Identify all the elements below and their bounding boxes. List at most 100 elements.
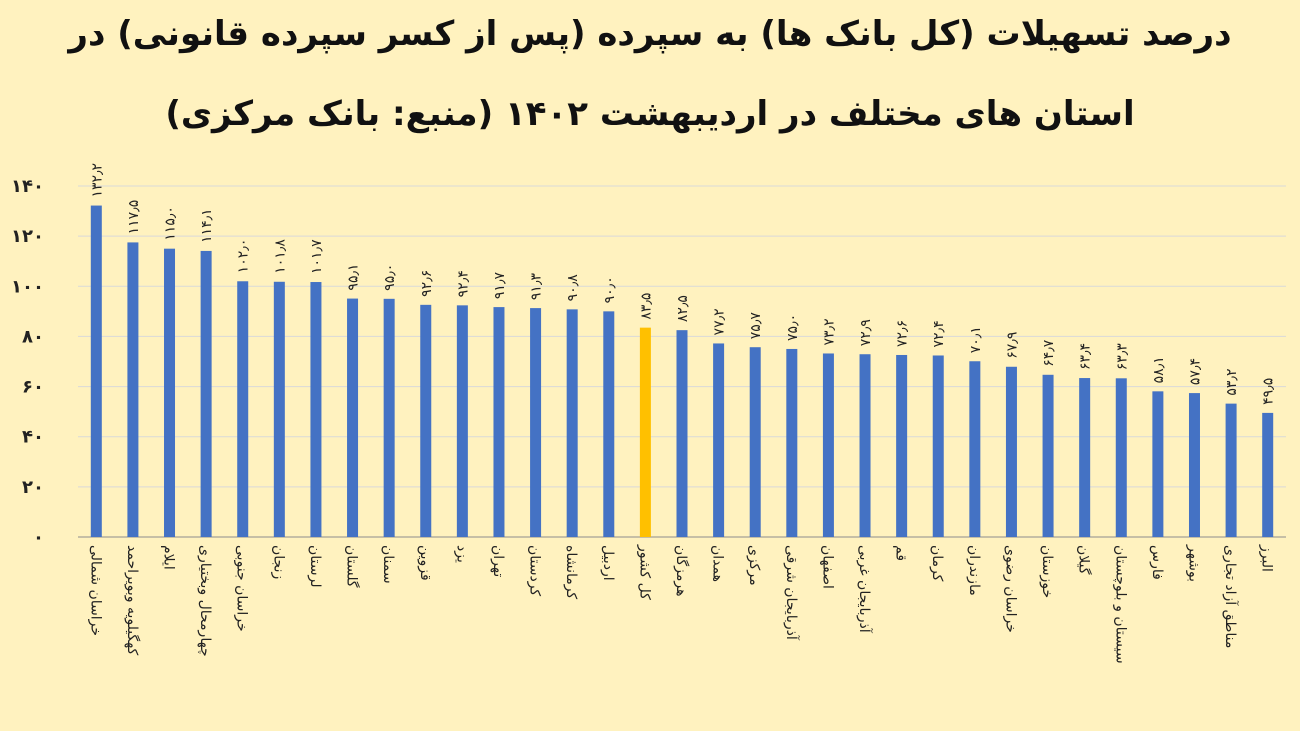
bar bbox=[1262, 412, 1274, 537]
x-tick-label: ایلام bbox=[161, 545, 177, 570]
y-tick-label: ۱۲۰ bbox=[11, 226, 44, 247]
bar bbox=[1042, 374, 1054, 537]
x-tick-label: خراسان شمالی bbox=[87, 545, 103, 636]
bar bbox=[969, 361, 981, 537]
bar bbox=[347, 298, 359, 537]
bar bbox=[530, 308, 542, 537]
bar bbox=[1115, 378, 1127, 537]
data-label: ۶۴٫۷ bbox=[1041, 339, 1057, 367]
data-label: ۷۳٫۲ bbox=[821, 318, 837, 345]
bar bbox=[383, 298, 395, 537]
bar bbox=[127, 242, 139, 538]
bar bbox=[1152, 391, 1164, 537]
data-label: ۷۲٫۴ bbox=[931, 320, 947, 347]
x-tick-label: البرز bbox=[1259, 544, 1275, 572]
x-tick-label: آذربایجان شرقی bbox=[783, 545, 800, 641]
y-axis-ticks: ۰ ۲۰ ۴۰ ۶۰ ۸۰ ۱۰۰ ۱۲۰ ۱۴۰ bbox=[11, 176, 44, 548]
data-label: ۸۲٫۵ bbox=[675, 295, 691, 322]
data-label: ۶۳٫۳ bbox=[1114, 343, 1130, 371]
bar bbox=[420, 304, 432, 537]
y-tick-label: ۱۰۰ bbox=[11, 276, 44, 297]
x-tick-label: بوشهر bbox=[1185, 544, 1201, 582]
data-label: ۷۵٫۷ bbox=[748, 312, 764, 340]
x-tick-label: مناطق آزاد تجاری bbox=[1222, 545, 1239, 648]
x-tick-label: خراسان رضوی bbox=[1002, 545, 1018, 633]
x-tick-label: آذربایجان غربی bbox=[856, 545, 873, 634]
data-label: ۹۱٫۳ bbox=[529, 273, 545, 301]
bar bbox=[603, 311, 615, 537]
x-tick-label: کل کشور bbox=[636, 544, 652, 600]
x-tick-label: مازندران bbox=[966, 545, 982, 596]
data-label: ۹۲٫۴ bbox=[455, 270, 471, 297]
x-tick-label: همدان bbox=[710, 545, 726, 582]
x-tick-label: چهارمحال وبختیاری bbox=[197, 545, 213, 657]
y-tick-label: ۸۰ bbox=[22, 326, 44, 347]
x-tick-label: کردستان bbox=[527, 545, 543, 596]
bar bbox=[273, 281, 285, 537]
data-label: ۷۵٫۰ bbox=[785, 314, 801, 341]
bar bbox=[90, 205, 102, 537]
x-tick-label: خوزستان bbox=[1039, 545, 1055, 598]
chart-title-line-2: استان های مختلف در اردیبهشت ۱۴۰۲ (منبع: … bbox=[165, 94, 1135, 134]
bar bbox=[493, 307, 505, 537]
bar bbox=[859, 354, 871, 537]
chart-title-line-1: درصد تسهیلات (کل بانک ها) به سپرده (پس ا… bbox=[68, 14, 1232, 54]
x-tick-label: یزد bbox=[453, 545, 469, 563]
data-label: ۵۳٫۲ bbox=[1224, 369, 1240, 396]
x-tick-label: قم bbox=[893, 545, 909, 561]
bar bbox=[1079, 378, 1091, 537]
x-tick-label: گلستان bbox=[344, 545, 361, 588]
data-label: ۹۵٫۰ bbox=[382, 264, 398, 291]
x-tick-label: اردبیل bbox=[600, 545, 616, 581]
data-label: ۱۰۱٫۷ bbox=[309, 239, 325, 274]
bar bbox=[200, 250, 212, 537]
bar bbox=[676, 330, 688, 537]
x-tick-label: سیستان و بلوچستان bbox=[1112, 545, 1128, 664]
data-label: ۹۰٫۰ bbox=[602, 276, 618, 303]
x-tick-label: اصفهان bbox=[819, 545, 835, 589]
x-tick-label: قزوین bbox=[417, 545, 433, 581]
x-axis-labels: خراسان شمالی کهگیلویه وبویراحمد ایلام چهارم… bbox=[87, 544, 1274, 664]
bar bbox=[310, 282, 322, 537]
bar bbox=[749, 347, 761, 537]
x-tick-label: گیلان bbox=[1076, 545, 1093, 575]
data-label: ۷۲٫۹ bbox=[858, 319, 874, 346]
bars bbox=[90, 205, 1274, 538]
bar bbox=[566, 309, 578, 537]
x-tick-label: زنجان bbox=[270, 545, 286, 579]
y-tick-label: ۰ bbox=[33, 527, 44, 548]
data-label: ۱۰۲٫۰ bbox=[236, 239, 252, 274]
data-label: ۱۱۴٫۱ bbox=[199, 208, 215, 243]
x-tick-label: کهگیلویه وبویراحمد bbox=[124, 545, 141, 656]
x-tick-label: هرمزگان bbox=[673, 545, 690, 597]
bar bbox=[932, 355, 944, 537]
y-tick-label: ۴۰ bbox=[22, 427, 44, 448]
data-label: ۶۳٫۴ bbox=[1078, 343, 1094, 370]
data-label: ۷۰٫۱ bbox=[968, 326, 984, 353]
x-tick-label: کرمان bbox=[929, 545, 945, 582]
data-label: ۹۲٫۶ bbox=[419, 270, 435, 297]
bar bbox=[1225, 403, 1237, 537]
data-label: ۹۰٫۸ bbox=[565, 274, 581, 302]
x-tick-label: سمنان bbox=[380, 545, 396, 584]
data-label: ۴۹٫۵ bbox=[1261, 378, 1277, 405]
x-tick-label: خراسان جنوبی bbox=[234, 545, 250, 632]
y-tick-label: ۶۰ bbox=[22, 377, 44, 398]
bar bbox=[713, 343, 725, 537]
data-label: ۵۷٫۴ bbox=[1187, 358, 1203, 385]
bar bbox=[896, 354, 908, 537]
bar bbox=[456, 305, 468, 537]
bar bbox=[237, 281, 249, 537]
data-label: ۵۸٫۱ bbox=[1151, 356, 1167, 383]
bar bbox=[1005, 366, 1017, 537]
data-label: ۱۰۱٫۸ bbox=[272, 239, 288, 274]
x-tick-label: فارس bbox=[1149, 545, 1165, 580]
data-label: ۷۲٫۶ bbox=[895, 320, 911, 347]
bar bbox=[786, 348, 798, 537]
bar bbox=[164, 248, 176, 537]
data-label: ۷۷٫۲ bbox=[712, 308, 728, 335]
value-labels: ۱۳۲٫۲ ۱۱۷٫۵ ۱۱۵٫۰ ۱۱۴٫۱ ۱۰۲٫۰ ۱۰۱٫۸ ۱۰۱٫۷ ۹۵٫۱ ۹… bbox=[89, 163, 1276, 405]
x-tick-label: لرستان bbox=[307, 545, 323, 588]
